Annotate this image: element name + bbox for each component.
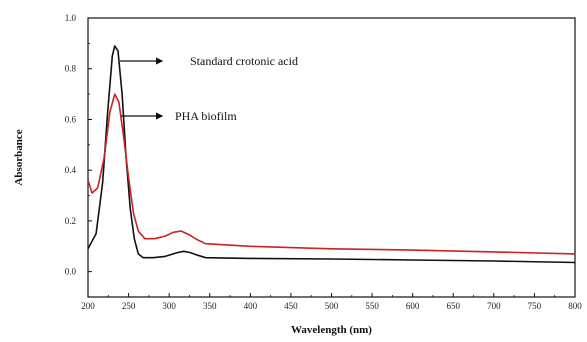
x-tick-label: 200 (81, 301, 95, 311)
series-line-crotonic-acid (87, 45, 576, 264)
series-lines (87, 45, 576, 264)
x-tick-label: 350 (203, 301, 217, 311)
x-tick-label: 450 (284, 301, 298, 311)
x-tick-label: 400 (244, 301, 258, 311)
x-ticks: 200 250 300 350 400 450 500 550 600 650 700 750 800 (81, 293, 582, 311)
x-tick-label: 550 (365, 301, 379, 311)
x-tick-label: 800 (568, 301, 582, 311)
x-tick-label: 750 (528, 301, 542, 311)
x-tick-label: 650 (447, 301, 461, 311)
y-tick-label: 0.0 (65, 267, 77, 277)
series-line-pha-biofilm (87, 93, 576, 255)
y-tick-label: 1.0 (65, 13, 77, 23)
y-axis-label: Absorbance (13, 129, 25, 185)
plot-frame (87, 17, 576, 298)
x-tick-label: 600 (406, 301, 420, 311)
x-tick-label: 500 (325, 301, 339, 311)
x-tick-label: 700 (487, 301, 501, 311)
y-tick-label: 0.2 (65, 216, 76, 226)
x-tick-label: 300 (162, 301, 176, 311)
annotation-label: PHA biofilm (175, 109, 237, 123)
y-tick-label: 0.4 (65, 165, 77, 175)
annotations: Standard crotonic acid PHA biofilm (120, 54, 298, 123)
y-tick-label: 0.6 (65, 114, 77, 124)
y-ticks: 0.0 0.2 0.4 0.6 0.8 1.0 (65, 13, 92, 298)
x-axis-label: Wavelength (nm) (291, 324, 372, 336)
y-tick-label: 0.8 (65, 64, 77, 74)
plot-border (87, 17, 576, 298)
x-tick-label: 250 (122, 301, 136, 311)
annotation-label: Standard crotonic acid (190, 54, 298, 68)
